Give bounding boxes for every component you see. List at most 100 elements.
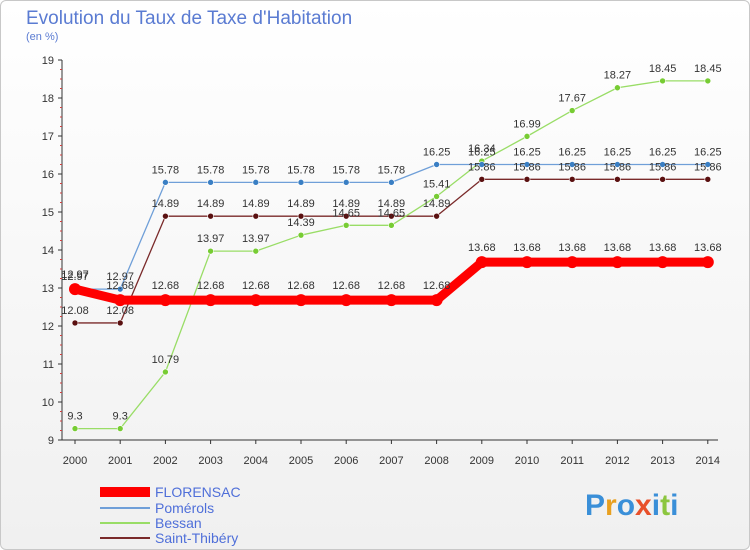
data-label: 16.25	[558, 147, 586, 159]
proxiti-logo: Proxiti	[585, 489, 678, 522]
data-point	[568, 107, 576, 114]
data-label: 13.68	[468, 242, 496, 254]
data-point	[659, 161, 666, 168]
data-label: 12.68	[332, 280, 360, 292]
data-point	[568, 161, 576, 168]
data-label: 16.25	[649, 147, 677, 159]
x-tick-label: 2001	[108, 455, 132, 467]
data-label: 18.45	[649, 63, 677, 75]
y-tick-label: 13	[42, 283, 54, 295]
data-point	[388, 222, 395, 229]
data-label: 14.89	[378, 198, 406, 210]
data-label: 13.68	[649, 242, 677, 254]
data-point	[342, 212, 350, 220]
legend-label: Saint-Thibéry	[155, 530, 238, 546]
x-tick-label: 2000	[63, 455, 87, 467]
data-label: 9.3	[113, 411, 128, 423]
data-label: 16.99	[513, 118, 541, 130]
data-point	[116, 285, 124, 293]
data-label: 15.41	[423, 178, 451, 190]
x-tick-label: 2011	[560, 455, 584, 467]
data-label: 12.68	[242, 280, 270, 292]
data-point	[568, 176, 576, 183]
y-tick-label: 9	[48, 435, 54, 447]
data-point	[659, 176, 666, 183]
y-tick-label: 10	[42, 397, 54, 409]
data-point	[114, 294, 127, 307]
logo-letter: i	[670, 489, 678, 522]
data-label: 12.68	[197, 280, 225, 292]
data-point	[433, 193, 440, 200]
data-label: 14.39	[287, 217, 315, 229]
data-label: 13.97	[242, 233, 270, 245]
data-label: 14.89	[242, 198, 270, 210]
data-point	[340, 294, 353, 307]
data-point	[162, 212, 169, 220]
data-label: 17.67	[558, 93, 586, 105]
chart-axes: 9 10 11 12 13 14 15 16 17 18 19 2000 2001 2002 2003 200…	[42, 55, 720, 467]
legend-label: FLORENSAC	[155, 484, 241, 500]
data-point	[478, 176, 486, 183]
data-label: 16.25	[694, 147, 722, 159]
data-point	[252, 179, 260, 186]
data-point	[204, 294, 217, 307]
y-tick-label: 11	[43, 359, 54, 371]
data-label: 10.79	[152, 354, 180, 366]
x-tick-label: 2005	[289, 455, 313, 467]
logo-letter: r	[605, 489, 617, 522]
data-label: 16.34	[468, 143, 496, 155]
data-point	[388, 179, 395, 186]
x-tick-label: 2004	[244, 455, 268, 467]
data-label: 12.68	[378, 280, 406, 292]
x-tick-label: 2003	[198, 455, 222, 467]
data-point	[297, 212, 305, 220]
x-tick-label: 2010	[515, 455, 539, 467]
data-point	[478, 161, 486, 168]
y-tick-label: 18	[42, 93, 54, 105]
data-label: 13.68	[604, 242, 632, 254]
data-label: 12.97	[61, 271, 89, 283]
data-point	[523, 161, 531, 168]
data-label: 15.86	[513, 161, 541, 173]
data-label: 15.78	[197, 164, 225, 176]
data-point	[297, 231, 305, 239]
y-tick-label: 16	[42, 169, 54, 181]
data-label: 12.68	[106, 280, 134, 292]
data-point	[116, 319, 124, 327]
data-point	[388, 212, 395, 220]
logo-letter: x	[635, 489, 652, 522]
data-label: 12.08	[106, 305, 134, 317]
data-point	[252, 247, 260, 255]
data-label: 14.89	[332, 198, 360, 210]
x-tick-label: 2014	[696, 455, 720, 467]
data-point	[249, 294, 262, 307]
data-point	[523, 133, 531, 140]
data-label: 13.97	[197, 233, 225, 245]
chart-series	[69, 77, 714, 432]
logo-letter: t	[660, 489, 670, 522]
data-point	[704, 77, 712, 85]
data-label: 15.86	[694, 161, 722, 173]
data-point	[162, 368, 169, 376]
data-label: 16.25	[513, 147, 541, 159]
data-point	[614, 84, 621, 92]
data-label: 13.68	[558, 242, 586, 254]
chart-title: Evolution du Taux de Taxe d'Habitation	[26, 8, 352, 29]
data-point	[71, 425, 79, 432]
data-label: 12.68	[152, 280, 180, 292]
data-point	[207, 212, 214, 220]
data-label: 15.86	[604, 161, 632, 173]
data-label: 16.25	[604, 147, 632, 159]
data-label: 12.97	[106, 271, 134, 283]
data-label: 15.78	[152, 164, 180, 176]
data-label: 12.97	[61, 269, 89, 281]
data-point	[159, 294, 172, 307]
data-label: 14.89	[423, 198, 451, 210]
data-label: 18.45	[694, 63, 722, 75]
data-point	[656, 256, 669, 269]
data-point	[297, 179, 305, 186]
data-label: 15.78	[378, 164, 406, 176]
